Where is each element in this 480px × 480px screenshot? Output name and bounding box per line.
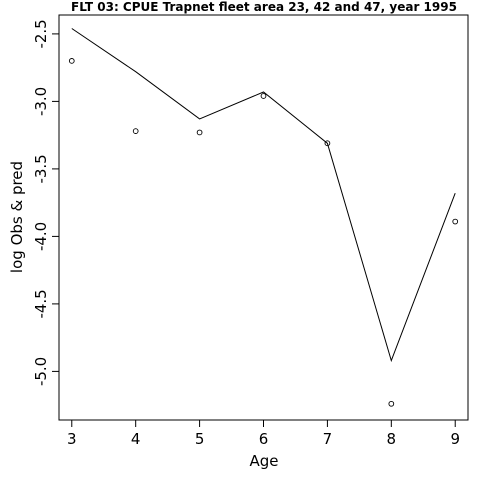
x-axis: 3 4 5 6 7 8 9 (67, 420, 460, 448)
y-tick-label: -4.0 (32, 222, 50, 251)
x-tick-label: 4 (131, 430, 141, 448)
chart-title: FLT 03: CPUE Trapnet fleet area 23, 42 a… (71, 0, 457, 14)
x-tick-label: 9 (450, 430, 460, 448)
observed-point (196, 129, 203, 136)
x-axis-label: Age (249, 452, 278, 470)
observed-point (452, 218, 459, 225)
y-tick-label: -5.0 (32, 357, 50, 386)
observed-point (68, 58, 75, 64)
y-axis-label: log Obs & pred (8, 161, 26, 273)
x-tick-label: 5 (195, 430, 205, 448)
x-tick-label: 3 (67, 430, 77, 448)
observed-point (132, 128, 139, 134)
predicted-line (71, 28, 456, 363)
plot-frame (58, 14, 469, 421)
x-tick-label: 7 (323, 430, 333, 448)
x-tick-label: 6 (259, 430, 269, 448)
x-tick-label: 8 (387, 430, 397, 448)
observed-point (324, 140, 331, 147)
y-tick-label: -3.5 (32, 154, 50, 183)
observed-point (260, 93, 267, 99)
y-tick-label: -2.5 (32, 19, 50, 48)
series-group (68, 28, 459, 407)
y-tick-label: -4.5 (32, 289, 50, 318)
y-tick-label: -3.0 (32, 87, 50, 116)
y-axis: -2.5 -3.0 -3.5 -4.0 -4.5 -5.0 (32, 19, 59, 386)
observed-point (388, 400, 395, 407)
